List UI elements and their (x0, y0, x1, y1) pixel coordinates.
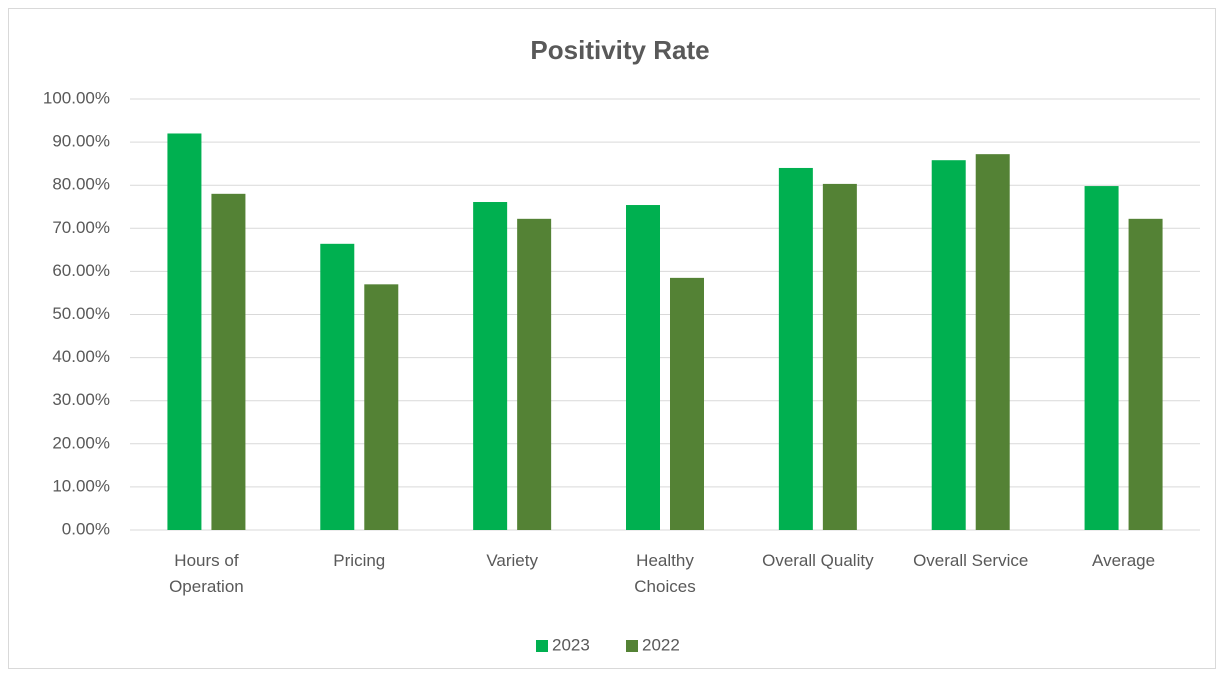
bar (320, 243, 355, 531)
y-tick-label: 70.00% (52, 218, 110, 237)
y-tick-label: 50.00% (52, 304, 110, 323)
bar (670, 277, 704, 530)
y-tick-label: 10.00% (52, 476, 110, 495)
bar (822, 183, 857, 531)
y-tick-label: 0.00% (62, 519, 110, 538)
x-tick-label: Healthy Choices (634, 551, 696, 596)
bar (1084, 186, 1119, 530)
y-tick-label: 60.00% (52, 261, 110, 280)
x-tick-label: Average (1092, 551, 1156, 570)
bar (211, 193, 246, 530)
chart-border (8, 8, 1216, 669)
bar (364, 284, 399, 530)
legend-label: 2023 (552, 635, 590, 654)
x-tick-label: Pricing (333, 551, 386, 570)
bar (473, 202, 508, 530)
y-tick-label: 30.00% (52, 390, 110, 409)
bar (1128, 218, 1163, 530)
y-tick-label: 90.00% (52, 132, 110, 151)
bar (626, 205, 660, 530)
x-tick-label: Overall Service (913, 551, 1029, 570)
chart-title: Positivity Rate (530, 35, 709, 65)
y-tick-label: 100.00% (43, 88, 110, 107)
bar (517, 218, 552, 530)
bar (975, 154, 1010, 530)
legend-label: 2022 (642, 635, 680, 654)
x-tick-label: Hours of Operation (169, 551, 244, 596)
x-tick-label: Overall Quality (762, 551, 874, 570)
y-tick-label: 40.00% (52, 347, 110, 366)
legend-swatch (626, 640, 638, 652)
x-tick-label: Variety (486, 551, 538, 570)
y-tick-label: 20.00% (52, 433, 110, 452)
bar (167, 133, 202, 531)
bar (931, 160, 966, 530)
y-tick-label: 80.00% (52, 175, 110, 194)
bar (778, 167, 813, 530)
legend-swatch (536, 640, 548, 652)
